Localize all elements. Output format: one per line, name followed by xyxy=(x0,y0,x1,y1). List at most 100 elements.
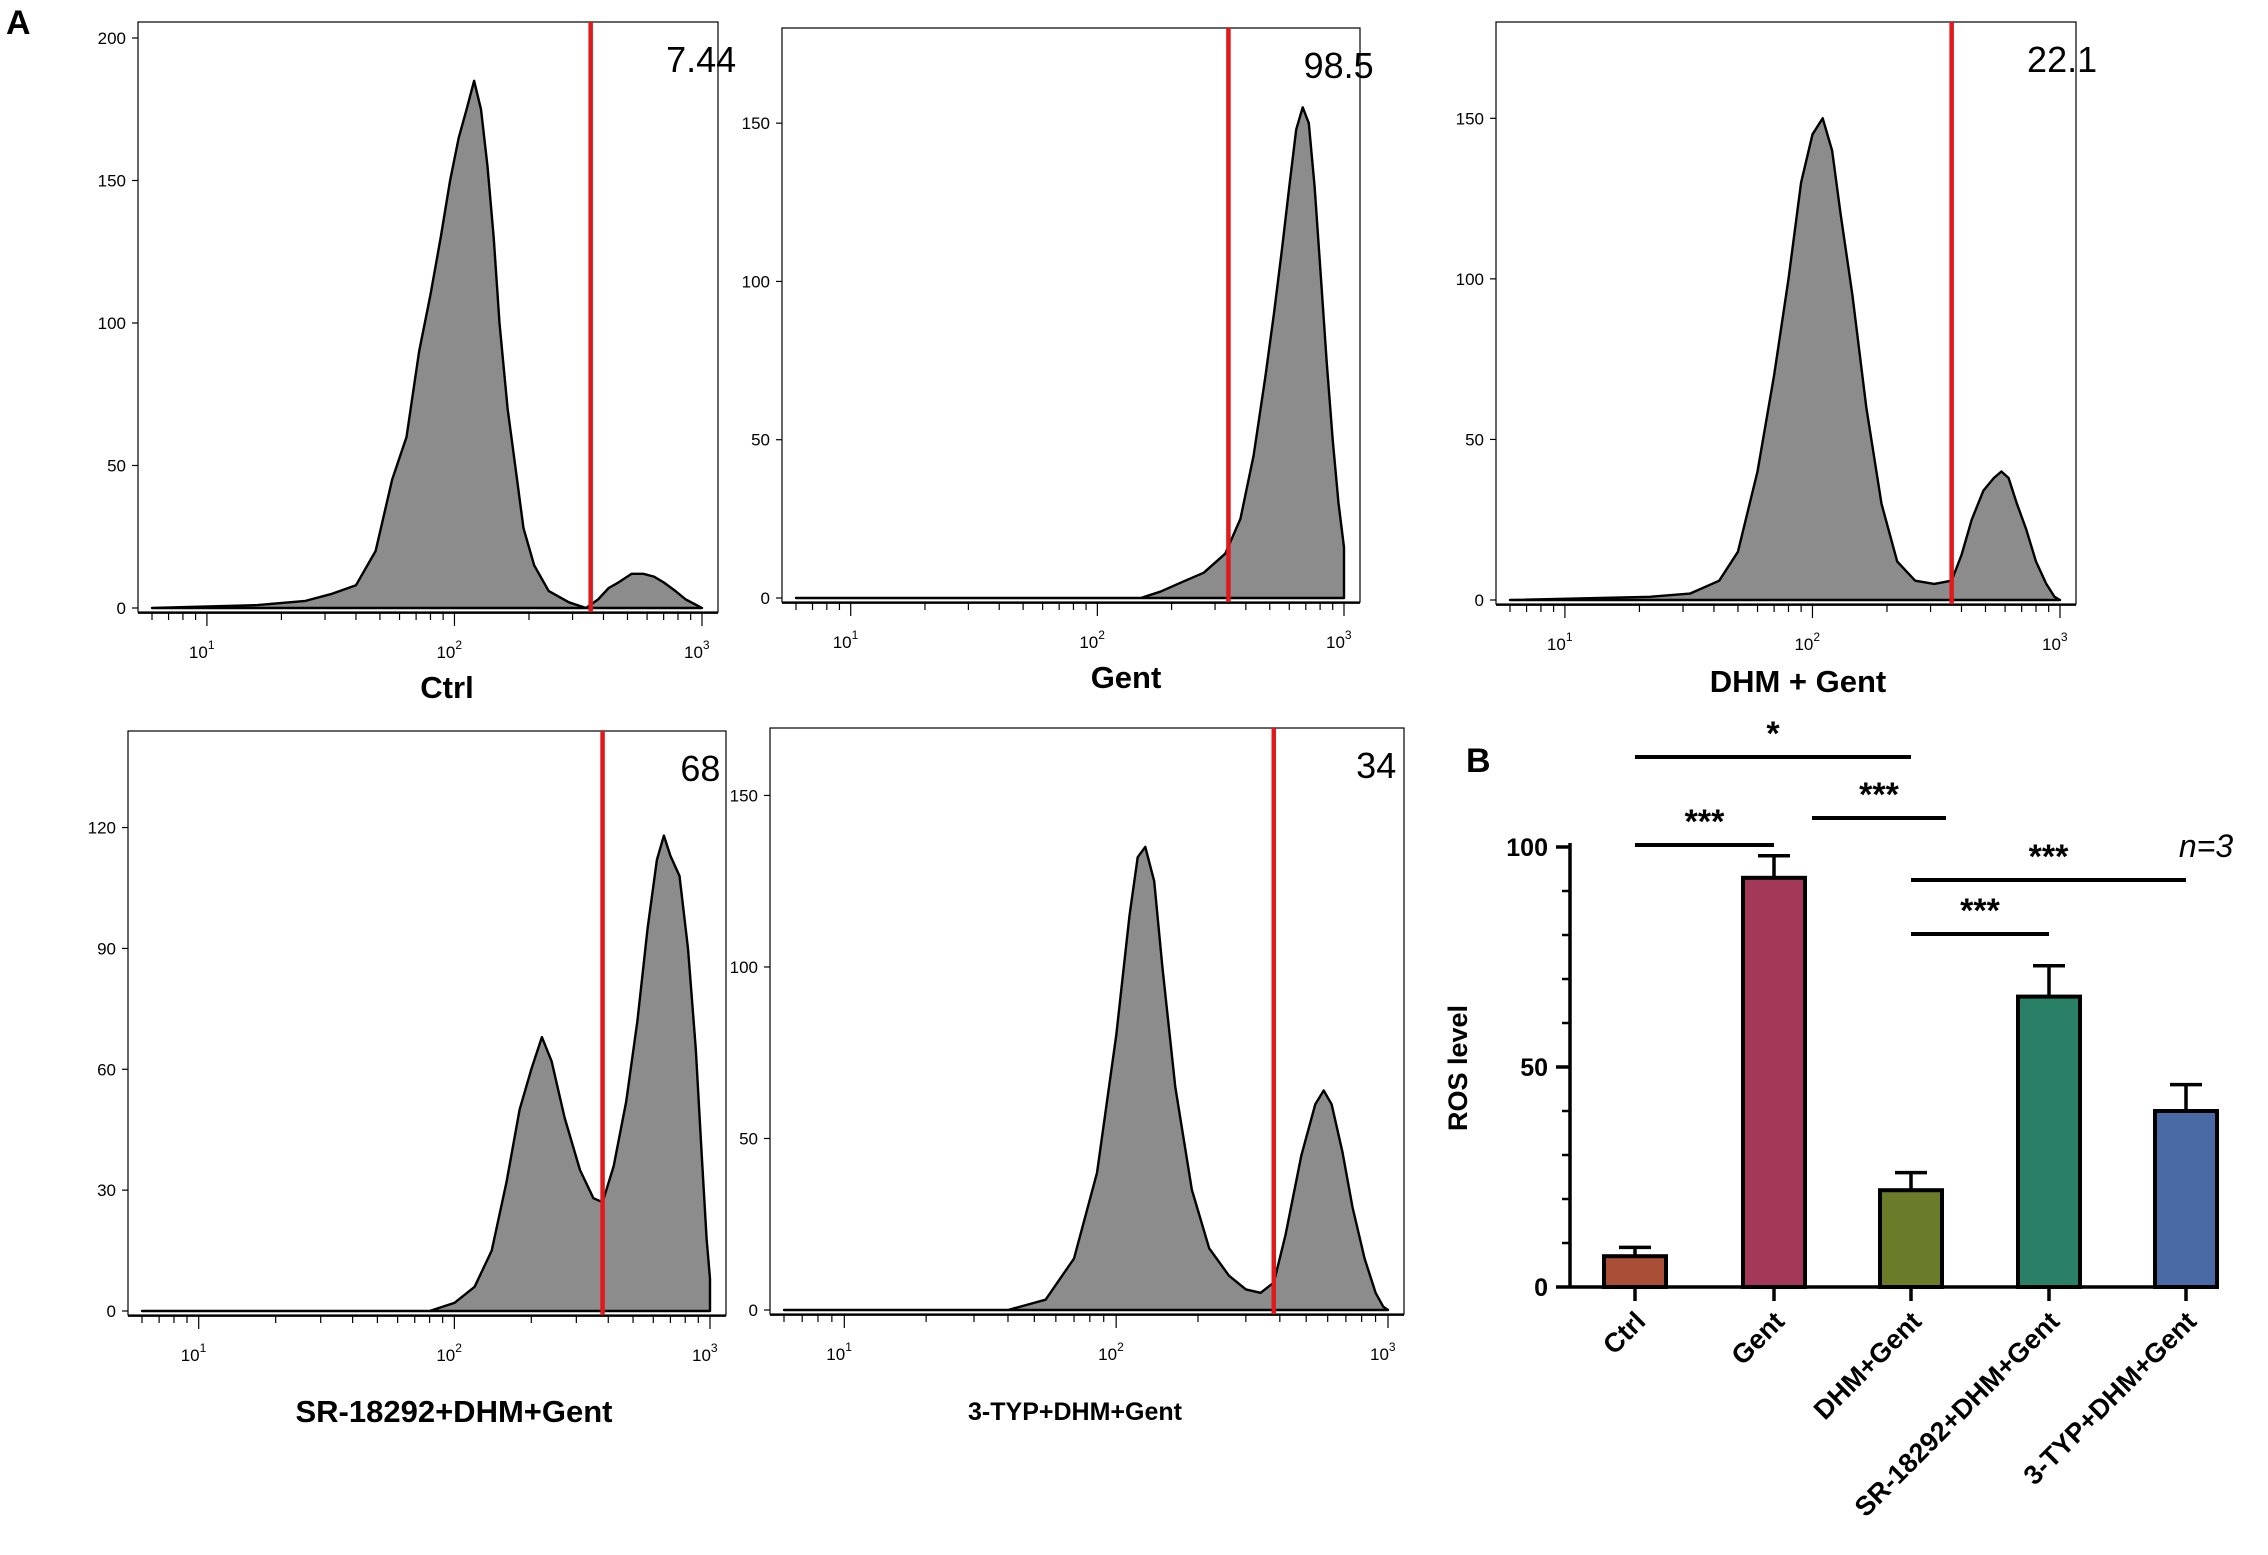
x-tick-base: 10 xyxy=(684,643,703,662)
x-tick-base: 10 xyxy=(436,643,455,662)
significance-label: *** xyxy=(1859,776,1899,814)
category-label: DHM+Gent xyxy=(1808,1306,1927,1425)
x-tick-base: 10 xyxy=(1098,1345,1117,1364)
x-tick-label: 102 xyxy=(1794,630,1820,654)
x-tick-base: 10 xyxy=(1326,633,1345,652)
y-tick-label: 0 xyxy=(761,589,770,608)
gate-percent: 98.5 xyxy=(1304,45,1374,86)
category-label: Ctrl xyxy=(1597,1306,1651,1360)
category-label: Gent xyxy=(1726,1306,1791,1371)
x-tick-base: 10 xyxy=(1794,635,1813,654)
x-tick-exponent: 2 xyxy=(455,1341,462,1355)
plot-frame xyxy=(769,727,1405,1315)
y-tick-label: 50 xyxy=(739,1129,758,1148)
plot-frame xyxy=(137,21,719,613)
x-tick-label: 101 xyxy=(181,1341,207,1365)
y-tick-label: 0 xyxy=(117,599,126,618)
histogram-title: Ctrl xyxy=(420,670,473,705)
x-tick-exponent: 3 xyxy=(2061,630,2068,644)
x-tick-exponent: 1 xyxy=(1566,630,1573,644)
gate-percent: 7.44 xyxy=(666,39,736,80)
y-tick-label: 60 xyxy=(97,1060,116,1079)
bar xyxy=(1602,1254,1668,1289)
x-tick-label: 101 xyxy=(1547,630,1573,654)
bar xyxy=(2153,1109,2219,1289)
x-tick-exponent: 1 xyxy=(208,638,215,652)
x-tick-exponent: 2 xyxy=(1117,1340,1124,1354)
y-tick-label: 30 xyxy=(97,1181,116,1200)
y-tick-label: 200 xyxy=(98,29,126,48)
x-tick-label: 101 xyxy=(833,628,859,652)
x-tick-label: 103 xyxy=(1326,628,1352,652)
y-tick-label: 120 xyxy=(88,819,116,838)
x-tick-base: 10 xyxy=(1370,1345,1389,1364)
y-tick-label: 50 xyxy=(1520,1054,1548,1082)
significance-label: *** xyxy=(1960,892,2000,930)
x-tick-label: 101 xyxy=(189,638,215,662)
significance-label: *** xyxy=(2029,838,2069,876)
y-tick-label: 0 xyxy=(107,1302,116,1321)
plot-frame xyxy=(127,730,727,1316)
x-tick-exponent: 2 xyxy=(455,638,462,652)
x-tick-label: 101 xyxy=(826,1340,852,1364)
gate-percent: 22.1 xyxy=(2027,39,2097,80)
y-tick-label: 150 xyxy=(730,786,758,805)
x-tick-label: 102 xyxy=(1098,1340,1124,1364)
x-tick-label: 102 xyxy=(436,638,462,662)
x-tick-label: 103 xyxy=(2042,630,2068,654)
histogram-title: SR-18292+DHM+Gent xyxy=(295,1394,612,1429)
histogram-area xyxy=(150,79,704,610)
x-tick-base: 10 xyxy=(189,643,208,662)
x-tick-base: 10 xyxy=(1079,633,1098,652)
x-tick-base: 10 xyxy=(2042,635,2061,654)
y-tick-label: 150 xyxy=(98,172,126,191)
y-tick-label: 100 xyxy=(1506,834,1548,862)
y-tick-label: 100 xyxy=(98,314,126,333)
x-tick-exponent: 1 xyxy=(200,1341,207,1355)
gate-percent: 68 xyxy=(680,748,720,789)
bar xyxy=(1878,1188,1944,1289)
histogram-title: 3-TYP+DHM+Gent xyxy=(968,1398,1183,1426)
histogram-area xyxy=(140,834,712,1313)
histogram-area xyxy=(794,106,1346,600)
y-tick-label: 100 xyxy=(1456,270,1484,289)
x-tick-exponent: 2 xyxy=(1813,630,1820,644)
significance-label: *** xyxy=(1685,803,1725,841)
histogram-title: DHM + Gent xyxy=(1710,664,1887,699)
bar xyxy=(2016,994,2082,1289)
gate-percent: 34 xyxy=(1356,745,1396,786)
x-tick-base: 10 xyxy=(826,1345,845,1364)
x-tick-exponent: 3 xyxy=(1345,628,1352,642)
x-tick-exponent: 1 xyxy=(845,1340,852,1354)
sample-size-label: n=3 xyxy=(2179,828,2233,864)
x-tick-base: 10 xyxy=(181,1346,200,1365)
y-tick-label: 100 xyxy=(742,272,770,291)
y-tick-label: 100 xyxy=(730,958,758,977)
x-tick-label: 102 xyxy=(1079,628,1105,652)
y-tick-label: 0 xyxy=(1475,591,1484,610)
x-tick-label: 102 xyxy=(436,1341,462,1365)
x-tick-base: 10 xyxy=(1547,635,1566,654)
y-tick-label: 50 xyxy=(1465,430,1484,449)
y-tick-label: 50 xyxy=(107,457,126,476)
significance-label: * xyxy=(1766,715,1780,753)
y-tick-label: 50 xyxy=(751,431,770,450)
histogram-title: Gent xyxy=(1091,660,1162,695)
histogram-area xyxy=(782,845,1390,1312)
x-tick-label: 103 xyxy=(692,1341,718,1365)
histogram-area xyxy=(1508,117,2062,602)
y-tick-label: 150 xyxy=(1456,109,1484,128)
plot-frame xyxy=(781,27,1361,603)
y-tick-label: 90 xyxy=(97,939,116,958)
plot-frame xyxy=(1495,21,2077,605)
y-tick-label: 0 xyxy=(749,1301,758,1320)
y-tick-label: 150 xyxy=(742,114,770,133)
x-tick-exponent: 3 xyxy=(703,638,710,652)
x-tick-base: 10 xyxy=(692,1346,711,1365)
x-tick-exponent: 1 xyxy=(852,628,859,642)
y-tick-label: 0 xyxy=(1534,1274,1548,1302)
